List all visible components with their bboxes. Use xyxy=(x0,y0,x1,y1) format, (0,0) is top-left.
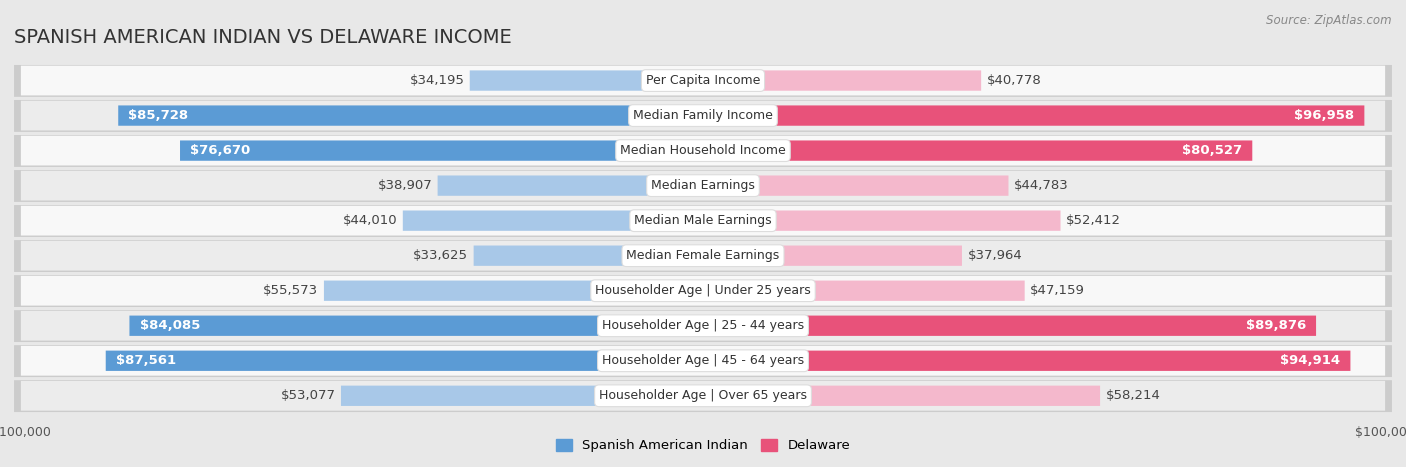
FancyBboxPatch shape xyxy=(14,345,1392,377)
Text: Householder Age | 25 - 44 years: Householder Age | 25 - 44 years xyxy=(602,319,804,332)
FancyBboxPatch shape xyxy=(703,71,981,91)
Text: SPANISH AMERICAN INDIAN VS DELAWARE INCOME: SPANISH AMERICAN INDIAN VS DELAWARE INCO… xyxy=(14,28,512,47)
Text: $76,670: $76,670 xyxy=(190,144,250,157)
FancyBboxPatch shape xyxy=(323,281,703,301)
FancyBboxPatch shape xyxy=(129,316,703,336)
Text: $80,527: $80,527 xyxy=(1182,144,1241,157)
Text: Median Earnings: Median Earnings xyxy=(651,179,755,192)
FancyBboxPatch shape xyxy=(21,276,1385,305)
FancyBboxPatch shape xyxy=(14,240,1392,272)
Text: Householder Age | Under 25 years: Householder Age | Under 25 years xyxy=(595,284,811,297)
Text: $37,964: $37,964 xyxy=(967,249,1022,262)
FancyBboxPatch shape xyxy=(21,381,1385,410)
Text: Median Male Earnings: Median Male Earnings xyxy=(634,214,772,227)
FancyBboxPatch shape xyxy=(14,170,1392,202)
FancyBboxPatch shape xyxy=(21,206,1385,235)
FancyBboxPatch shape xyxy=(14,65,1392,97)
Text: $87,561: $87,561 xyxy=(115,354,176,367)
Text: Median Female Earnings: Median Female Earnings xyxy=(627,249,779,262)
FancyBboxPatch shape xyxy=(14,380,1392,412)
FancyBboxPatch shape xyxy=(402,211,703,231)
FancyBboxPatch shape xyxy=(703,141,1253,161)
Text: $38,907: $38,907 xyxy=(377,179,432,192)
FancyBboxPatch shape xyxy=(21,241,1385,270)
Text: $58,214: $58,214 xyxy=(1105,389,1160,402)
FancyBboxPatch shape xyxy=(14,275,1392,307)
FancyBboxPatch shape xyxy=(703,351,1350,371)
Text: $55,573: $55,573 xyxy=(263,284,319,297)
Text: $53,077: $53,077 xyxy=(280,389,336,402)
FancyBboxPatch shape xyxy=(21,311,1385,340)
FancyBboxPatch shape xyxy=(703,246,962,266)
FancyBboxPatch shape xyxy=(105,351,703,371)
FancyBboxPatch shape xyxy=(14,135,1392,167)
FancyBboxPatch shape xyxy=(118,106,703,126)
FancyBboxPatch shape xyxy=(14,100,1392,132)
Text: $96,958: $96,958 xyxy=(1294,109,1354,122)
Text: Per Capita Income: Per Capita Income xyxy=(645,74,761,87)
FancyBboxPatch shape xyxy=(21,136,1385,165)
FancyBboxPatch shape xyxy=(474,246,703,266)
FancyBboxPatch shape xyxy=(21,171,1385,200)
Text: Median Household Income: Median Household Income xyxy=(620,144,786,157)
Text: $52,412: $52,412 xyxy=(1066,214,1121,227)
Legend: Spanish American Indian, Delaware: Spanish American Indian, Delaware xyxy=(551,433,855,457)
Text: $85,728: $85,728 xyxy=(128,109,188,122)
Text: $34,195: $34,195 xyxy=(409,74,464,87)
Text: $47,159: $47,159 xyxy=(1031,284,1085,297)
Text: $44,010: $44,010 xyxy=(343,214,398,227)
Text: Source: ZipAtlas.com: Source: ZipAtlas.com xyxy=(1267,14,1392,27)
FancyBboxPatch shape xyxy=(14,310,1392,342)
Text: Householder Age | 45 - 64 years: Householder Age | 45 - 64 years xyxy=(602,354,804,367)
FancyBboxPatch shape xyxy=(21,346,1385,375)
Text: Median Family Income: Median Family Income xyxy=(633,109,773,122)
FancyBboxPatch shape xyxy=(14,205,1392,237)
FancyBboxPatch shape xyxy=(21,66,1385,95)
Text: $40,778: $40,778 xyxy=(987,74,1042,87)
FancyBboxPatch shape xyxy=(180,141,703,161)
FancyBboxPatch shape xyxy=(437,176,703,196)
FancyBboxPatch shape xyxy=(703,106,1364,126)
FancyBboxPatch shape xyxy=(703,316,1316,336)
FancyBboxPatch shape xyxy=(703,211,1060,231)
Text: Householder Age | Over 65 years: Householder Age | Over 65 years xyxy=(599,389,807,402)
FancyBboxPatch shape xyxy=(21,101,1385,130)
FancyBboxPatch shape xyxy=(703,176,1008,196)
Text: $44,783: $44,783 xyxy=(1014,179,1069,192)
Text: $89,876: $89,876 xyxy=(1246,319,1306,332)
Text: $33,625: $33,625 xyxy=(413,249,468,262)
FancyBboxPatch shape xyxy=(703,281,1025,301)
FancyBboxPatch shape xyxy=(703,386,1099,406)
Text: $84,085: $84,085 xyxy=(139,319,200,332)
Text: $94,914: $94,914 xyxy=(1279,354,1340,367)
FancyBboxPatch shape xyxy=(470,71,703,91)
FancyBboxPatch shape xyxy=(340,386,703,406)
